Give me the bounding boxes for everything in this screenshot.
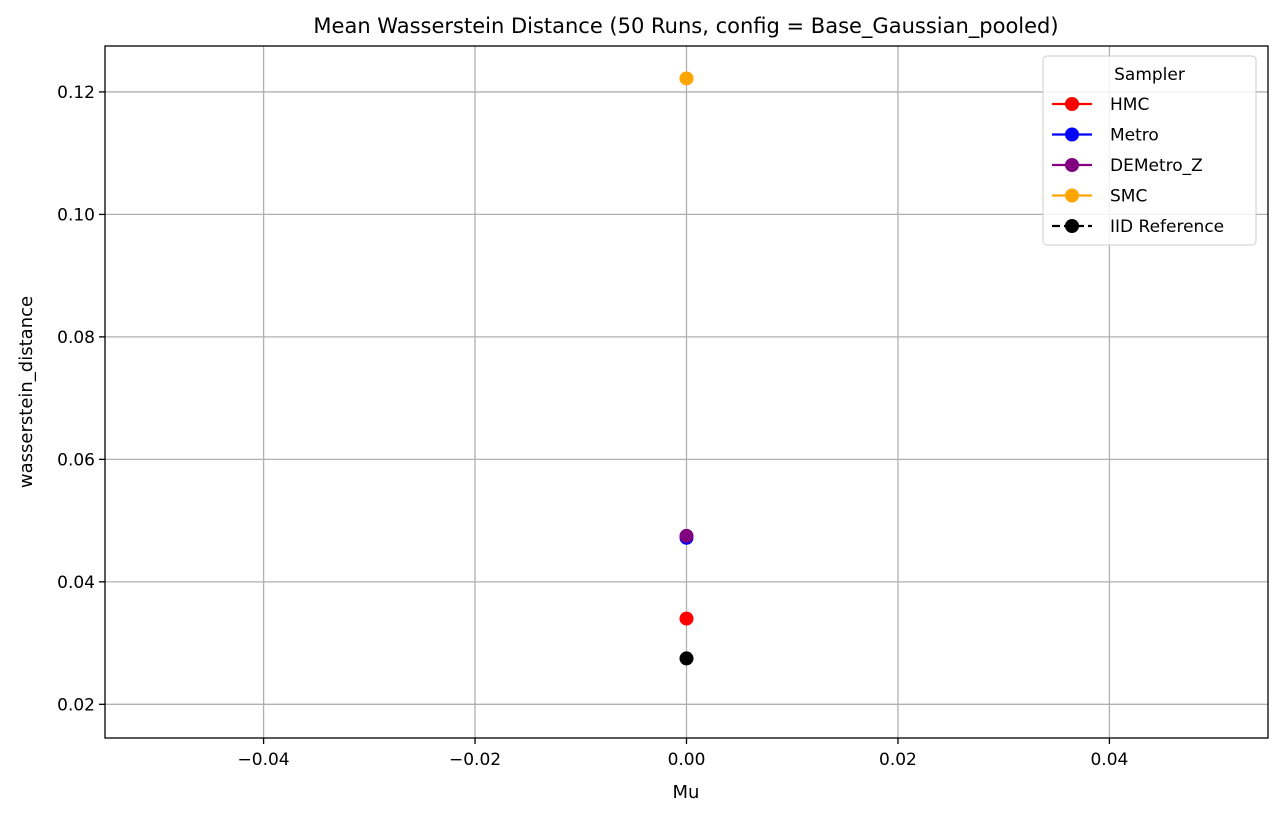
legend-label: HMC	[1110, 95, 1149, 115]
y-tick-label: 0.12	[57, 83, 95, 103]
legend-entries: HMC Metro DEMetro_Z SMC IID Reference	[1052, 95, 1224, 237]
legend-marker	[1065, 127, 1079, 142]
x-tick-label: −0.02	[449, 750, 501, 770]
legend-item-iid-reference: IID Reference	[1052, 217, 1224, 237]
data-points	[679, 71, 694, 666]
x-axis-label: Mu	[673, 782, 700, 803]
legend-item-metro: Metro	[1052, 126, 1159, 146]
legend-label: DEMetro_Z	[1110, 156, 1203, 176]
y-axis-label: wasserstein_distance	[16, 296, 37, 488]
legend-marker	[1065, 188, 1079, 203]
data-point-hmc	[679, 611, 694, 626]
legend-item-demetro-z: DEMetro_Z	[1052, 156, 1203, 176]
y-tick-label: 0.02	[57, 695, 95, 715]
y-tick-label: 0.10	[57, 205, 95, 225]
x-axis-ticks: −0.04 −0.02 0.00 0.02 0.04	[238, 738, 1128, 770]
legend-label: SMC	[1110, 187, 1147, 207]
legend-marker	[1065, 158, 1079, 172]
legend-marker	[1065, 219, 1079, 233]
legend-box	[1042, 55, 1257, 246]
legend: Sampler HMC Metro DEMetro_Z SMC IID Referenc…	[1042, 55, 1257, 246]
y-tick-label: 0.04	[57, 573, 95, 593]
legend-item-smc: SMC	[1052, 187, 1147, 207]
y-tick-label: 0.08	[57, 328, 95, 348]
x-tick-label: 0.02	[879, 750, 917, 770]
legend-item-hmc: HMC	[1052, 95, 1149, 115]
y-axis-ticks: 0.02 0.04 0.06 0.08 0.10 0.12	[57, 83, 105, 715]
data-point-demetro-z	[679, 528, 694, 543]
legend-label: Metro	[1110, 126, 1159, 146]
data-point-iid-reference	[679, 651, 694, 666]
x-tick-label: 0.00	[668, 750, 706, 770]
x-tick-label: −0.04	[238, 750, 290, 770]
y-tick-label: 0.06	[57, 450, 95, 470]
chart-title: Mean Wasserstein Distance (50 Runs, conf…	[313, 14, 1058, 39]
legend-title: Sampler	[1114, 65, 1185, 85]
data-point-smc	[679, 71, 694, 86]
x-tick-label: 0.04	[1090, 750, 1128, 770]
legend-label: IID Reference	[1110, 217, 1224, 237]
legend-marker	[1065, 97, 1079, 111]
